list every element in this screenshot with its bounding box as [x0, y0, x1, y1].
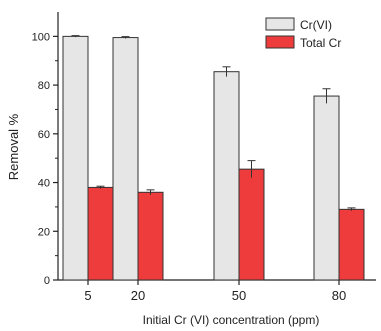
bar-cr-vi--5: [62, 35, 89, 281]
y-tick-label: 40: [38, 178, 50, 190]
x-axis: 5 20 50 80: [58, 279, 376, 303]
bar-cr-vi--20: [112, 37, 139, 281]
legend-swatch: [265, 35, 295, 49]
bar-total-cr-50: [238, 168, 265, 281]
x-tick-label: 20: [131, 288, 145, 303]
bar-total-cr-20: [137, 191, 164, 281]
y-tick-label: 60: [38, 129, 50, 141]
bar-cr-vi--50: [213, 71, 240, 281]
x-tick-label: 50: [232, 288, 246, 303]
bar-total-cr-80: [338, 208, 365, 281]
error-bars: [71, 35, 356, 211]
legend-swatch: [265, 17, 295, 31]
y-tick-label: 80: [38, 80, 50, 92]
legend-label: Cr(VI): [300, 18, 332, 32]
y-tick-label: 20: [38, 226, 50, 238]
bar-total-cr-5: [87, 186, 114, 281]
bars: [62, 35, 365, 281]
x-axis-label: Initial Cr (VI) concentration (ppm): [143, 313, 320, 327]
y-tick-label: 100: [32, 31, 50, 43]
y-axis: 0 20 40 60 80 100: [32, 12, 59, 287]
legend-label: Total Cr: [300, 36, 341, 50]
x-tick-label: 80: [332, 288, 346, 303]
y-tick-label: 0: [44, 275, 50, 287]
x-tick-label: 5: [84, 288, 91, 303]
bar-cr-vi--80: [313, 95, 340, 281]
legend: Cr(VI) Total Cr: [265, 17, 341, 50]
y-axis-label: Removal %: [6, 113, 21, 180]
